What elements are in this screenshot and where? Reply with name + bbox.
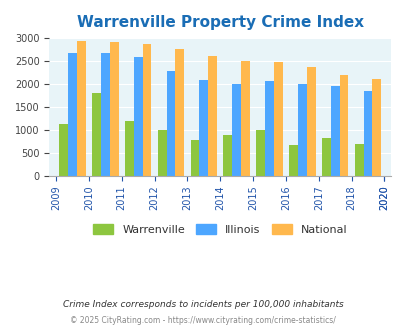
Bar [124, 121, 133, 176]
Bar [241, 61, 249, 176]
Text: Crime Index corresponds to incidents per 100,000 inhabitants: Crime Index corresponds to incidents per… [62, 300, 343, 309]
Bar [306, 67, 315, 176]
Bar [321, 138, 330, 176]
Bar [59, 124, 68, 176]
Bar [208, 55, 217, 176]
Bar [175, 49, 184, 176]
Bar [264, 81, 273, 176]
Title: Warrenville Property Crime Index: Warrenville Property Crime Index [77, 15, 363, 30]
Bar [142, 44, 151, 176]
Bar [109, 42, 118, 176]
Bar [232, 84, 241, 176]
Bar [92, 93, 100, 176]
Legend: Warrenville, Illinois, National: Warrenville, Illinois, National [89, 220, 351, 240]
Bar [166, 71, 175, 176]
Bar [339, 75, 347, 176]
Bar [77, 41, 85, 176]
Bar [68, 53, 77, 176]
Bar [133, 57, 142, 176]
Bar [190, 140, 199, 176]
Bar [199, 80, 208, 176]
Bar [256, 130, 264, 176]
Bar [330, 86, 339, 176]
Bar [363, 91, 371, 176]
Bar [288, 145, 297, 176]
Bar [273, 62, 282, 176]
Bar [354, 144, 363, 176]
Bar [100, 53, 109, 176]
Bar [223, 135, 232, 176]
Text: © 2025 CityRating.com - https://www.cityrating.com/crime-statistics/: © 2025 CityRating.com - https://www.city… [70, 316, 335, 325]
Bar [371, 80, 380, 176]
Bar [157, 130, 166, 176]
Bar [297, 83, 306, 176]
